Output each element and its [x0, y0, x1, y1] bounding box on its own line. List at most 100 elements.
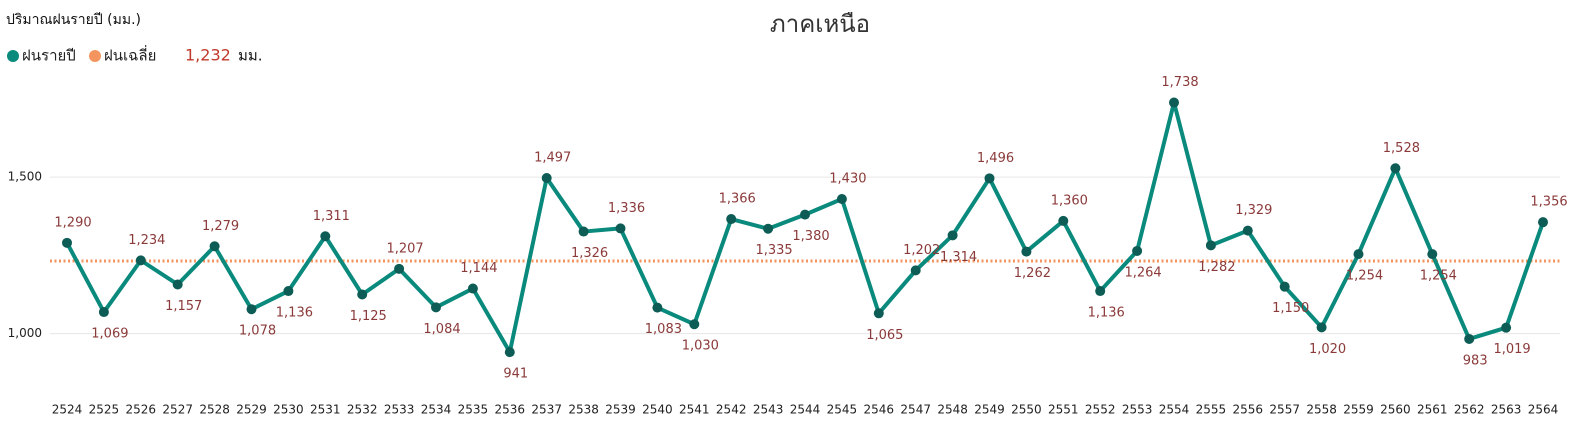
- legend-marker: [89, 50, 101, 62]
- point: [394, 263, 405, 274]
- point: [62, 237, 72, 248]
- data-label: 1,335: [755, 243, 792, 258]
- x-tick-label: 2526: [126, 403, 157, 417]
- point: [1316, 322, 1327, 333]
- x-tick-label: 2551: [1048, 403, 1079, 417]
- data-label: 1,078: [239, 324, 276, 339]
- x-tick-label: 2530: [273, 403, 304, 417]
- data-label: 1,125: [350, 309, 387, 324]
- point: [172, 279, 183, 290]
- x-tick-label: 2535: [458, 403, 489, 417]
- x-tick-label: 2564: [1528, 403, 1559, 417]
- point: [1501, 322, 1512, 333]
- x-tick-label: 2536: [495, 403, 526, 417]
- data-label: 1,329: [1235, 203, 1272, 218]
- x-tick-label: 2546: [864, 403, 895, 417]
- data-label: 1,157: [165, 299, 202, 314]
- point: [1427, 249, 1438, 260]
- y-tick-label: 1,000: [8, 326, 42, 340]
- data-label: 1,282: [1198, 260, 1235, 275]
- x-tick-label: 2543: [753, 403, 784, 417]
- point: [1205, 240, 1216, 251]
- data-label: 1,030: [682, 339, 719, 354]
- point: [800, 209, 810, 220]
- x-tick-label: 2553: [1122, 403, 1153, 417]
- data-label: 983: [1463, 353, 1488, 368]
- point: [763, 223, 774, 234]
- data-label: 1,019: [1493, 342, 1530, 357]
- data-label: 1,207: [386, 241, 423, 256]
- data-label: 1,279: [202, 219, 239, 234]
- x-tick-label: 2555: [1196, 403, 1227, 417]
- legend-marker: [7, 50, 19, 62]
- data-label: 1,069: [91, 327, 128, 342]
- point: [431, 302, 441, 313]
- data-label: 1,083: [645, 322, 682, 337]
- point: [320, 231, 331, 242]
- point: [1095, 286, 1106, 297]
- x-tick-label: 2560: [1380, 403, 1411, 417]
- x-tick-label: 2529: [236, 403, 267, 417]
- x-tick-label: 2528: [199, 403, 230, 417]
- point: [1242, 225, 1253, 236]
- data-label: 1,360: [1051, 193, 1088, 208]
- point: [246, 304, 257, 315]
- y-tick-label: 1,500: [8, 170, 42, 184]
- data-label: 1,326: [571, 246, 608, 261]
- x-tick-label: 2550: [1011, 403, 1042, 417]
- x-tick-label: 2563: [1491, 403, 1522, 417]
- x-tick-label: 2524: [52, 403, 83, 417]
- x-tick-label: 2554: [1159, 403, 1190, 417]
- point: [541, 173, 552, 184]
- data-label: 1,497: [534, 151, 571, 166]
- data-label: 1,084: [423, 322, 460, 337]
- x-tick-label: 2559: [1343, 403, 1374, 417]
- point: [1058, 215, 1069, 226]
- point: [689, 319, 700, 330]
- point: [578, 226, 589, 237]
- point: [209, 241, 220, 252]
- point: [873, 308, 884, 319]
- point: [836, 193, 847, 204]
- legend: ฝนรายปี ฝนเฉลี่ย 1,232 มม.: [7, 45, 263, 65]
- x-tick-label: 2547: [900, 403, 931, 417]
- x-tick-label: 2542: [716, 403, 747, 417]
- data-label: 941: [503, 367, 528, 382]
- x-tick-label: 2531: [310, 403, 341, 417]
- x-tick-label: 2545: [827, 403, 858, 417]
- data-label: 1,262: [1014, 266, 1051, 281]
- data-label: 1,254: [1420, 269, 1457, 284]
- data-label: 1,356: [1530, 195, 1567, 210]
- data-label: 1,202: [903, 243, 940, 258]
- data-label: 1,380: [792, 229, 829, 244]
- x-tick-label: 2548: [937, 403, 968, 417]
- data-label: 1,144: [460, 261, 497, 276]
- x-tick-label: 2558: [1306, 403, 1337, 417]
- x-tick-label: 2541: [679, 403, 710, 417]
- point: [1132, 245, 1143, 256]
- data-label: 1,314: [940, 250, 977, 265]
- point: [1464, 333, 1475, 344]
- x-tick-label: 2540: [642, 403, 673, 417]
- point: [652, 302, 663, 313]
- point: [1021, 246, 1032, 257]
- x-tick-label: 2537: [531, 403, 562, 417]
- point: [615, 223, 626, 234]
- x-tick-label: 2538: [568, 403, 599, 417]
- point: [1538, 217, 1548, 228]
- point: [357, 289, 368, 300]
- chart-title: ภาคเหนือ: [770, 10, 870, 38]
- point: [504, 347, 515, 358]
- x-tick-label: 2562: [1454, 403, 1485, 417]
- x-tick-label: 2533: [384, 403, 415, 417]
- x-tick-label: 2525: [89, 403, 120, 417]
- x-tick-label: 2561: [1417, 403, 1448, 417]
- point: [910, 265, 921, 276]
- data-label: 1,496: [977, 151, 1014, 166]
- data-label: 1,264: [1124, 265, 1161, 280]
- data-label: 1,336: [608, 201, 645, 216]
- point: [467, 283, 478, 294]
- x-tick-label: 2552: [1085, 403, 1116, 417]
- point: [947, 230, 958, 241]
